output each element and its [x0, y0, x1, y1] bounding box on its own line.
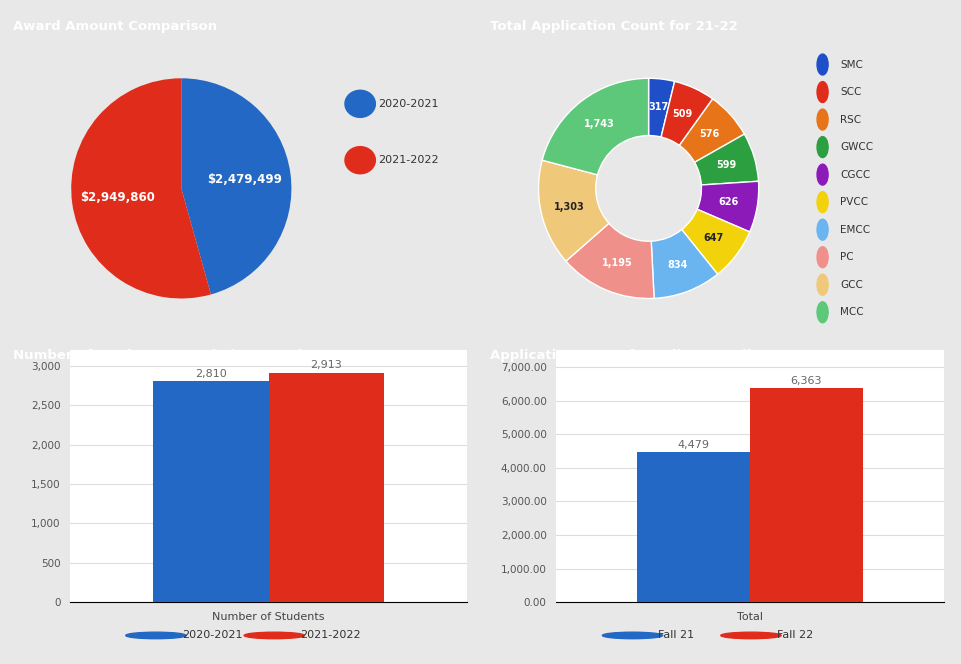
Wedge shape	[661, 82, 713, 145]
Wedge shape	[542, 78, 649, 175]
Text: SCC: SCC	[840, 87, 861, 97]
Wedge shape	[182, 78, 291, 294]
Text: GWCC: GWCC	[840, 142, 874, 152]
Text: 509: 509	[673, 110, 693, 120]
Text: MCC: MCC	[840, 307, 864, 317]
Text: 2021-2022: 2021-2022	[378, 155, 438, 165]
Bar	[153, 381, 269, 602]
Text: 2020-2021: 2020-2021	[378, 99, 438, 109]
Text: GCC: GCC	[840, 280, 863, 290]
Text: 1,743: 1,743	[583, 119, 614, 129]
Text: 2021-2022: 2021-2022	[300, 630, 360, 641]
Text: 626: 626	[719, 197, 739, 207]
Circle shape	[244, 632, 305, 639]
Circle shape	[817, 109, 828, 130]
Circle shape	[345, 147, 376, 174]
Text: EMCC: EMCC	[840, 224, 870, 234]
Circle shape	[817, 54, 828, 75]
Circle shape	[817, 164, 828, 185]
Text: 317: 317	[648, 102, 669, 112]
Text: $2,479,499: $2,479,499	[208, 173, 282, 186]
Bar	[269, 373, 384, 602]
Text: PC: PC	[840, 252, 853, 262]
Text: 2020-2021: 2020-2021	[182, 630, 242, 641]
Wedge shape	[71, 78, 210, 299]
Text: Award Amount Comparison: Award Amount Comparison	[13, 20, 217, 33]
Text: CGCC: CGCC	[840, 169, 871, 180]
Wedge shape	[652, 230, 718, 298]
Circle shape	[603, 632, 663, 639]
Wedge shape	[697, 181, 758, 232]
Text: Application Count for Fall 21 & Fall 22: Application Count for Fall 21 & Fall 22	[490, 349, 775, 363]
Bar	[637, 452, 751, 602]
Wedge shape	[649, 78, 675, 137]
Text: PVCC: PVCC	[840, 197, 868, 207]
Text: 1,195: 1,195	[602, 258, 632, 268]
Text: Fall 22: Fall 22	[776, 630, 813, 641]
Text: 647: 647	[703, 232, 724, 242]
Text: RSC: RSC	[840, 115, 861, 125]
Circle shape	[817, 247, 828, 268]
Text: 834: 834	[667, 260, 688, 270]
Text: 576: 576	[699, 129, 719, 139]
Wedge shape	[679, 99, 745, 162]
Text: 1,303: 1,303	[554, 202, 584, 212]
Circle shape	[817, 192, 828, 212]
Text: 2,810: 2,810	[195, 369, 227, 378]
Text: Fall 21: Fall 21	[658, 630, 695, 641]
Circle shape	[721, 632, 781, 639]
Text: Number of Students Awarded Comparison: Number of Students Awarded Comparison	[13, 349, 329, 363]
Circle shape	[817, 137, 828, 157]
Text: 2,913: 2,913	[310, 361, 342, 371]
Text: 4,479: 4,479	[678, 440, 710, 450]
Text: SMC: SMC	[840, 60, 863, 70]
Circle shape	[817, 219, 828, 240]
Wedge shape	[681, 209, 750, 274]
Wedge shape	[538, 160, 609, 261]
Wedge shape	[695, 134, 758, 185]
Bar	[751, 388, 863, 602]
Circle shape	[817, 274, 828, 295]
Circle shape	[126, 632, 186, 639]
Text: 599: 599	[717, 160, 737, 170]
Circle shape	[345, 90, 376, 118]
Text: Total Application Count for 21-22: Total Application Count for 21-22	[490, 20, 738, 33]
Wedge shape	[566, 223, 654, 299]
Text: $2,949,860: $2,949,860	[81, 191, 156, 204]
Circle shape	[817, 82, 828, 102]
Text: 6,363: 6,363	[791, 376, 823, 386]
Circle shape	[817, 302, 828, 323]
